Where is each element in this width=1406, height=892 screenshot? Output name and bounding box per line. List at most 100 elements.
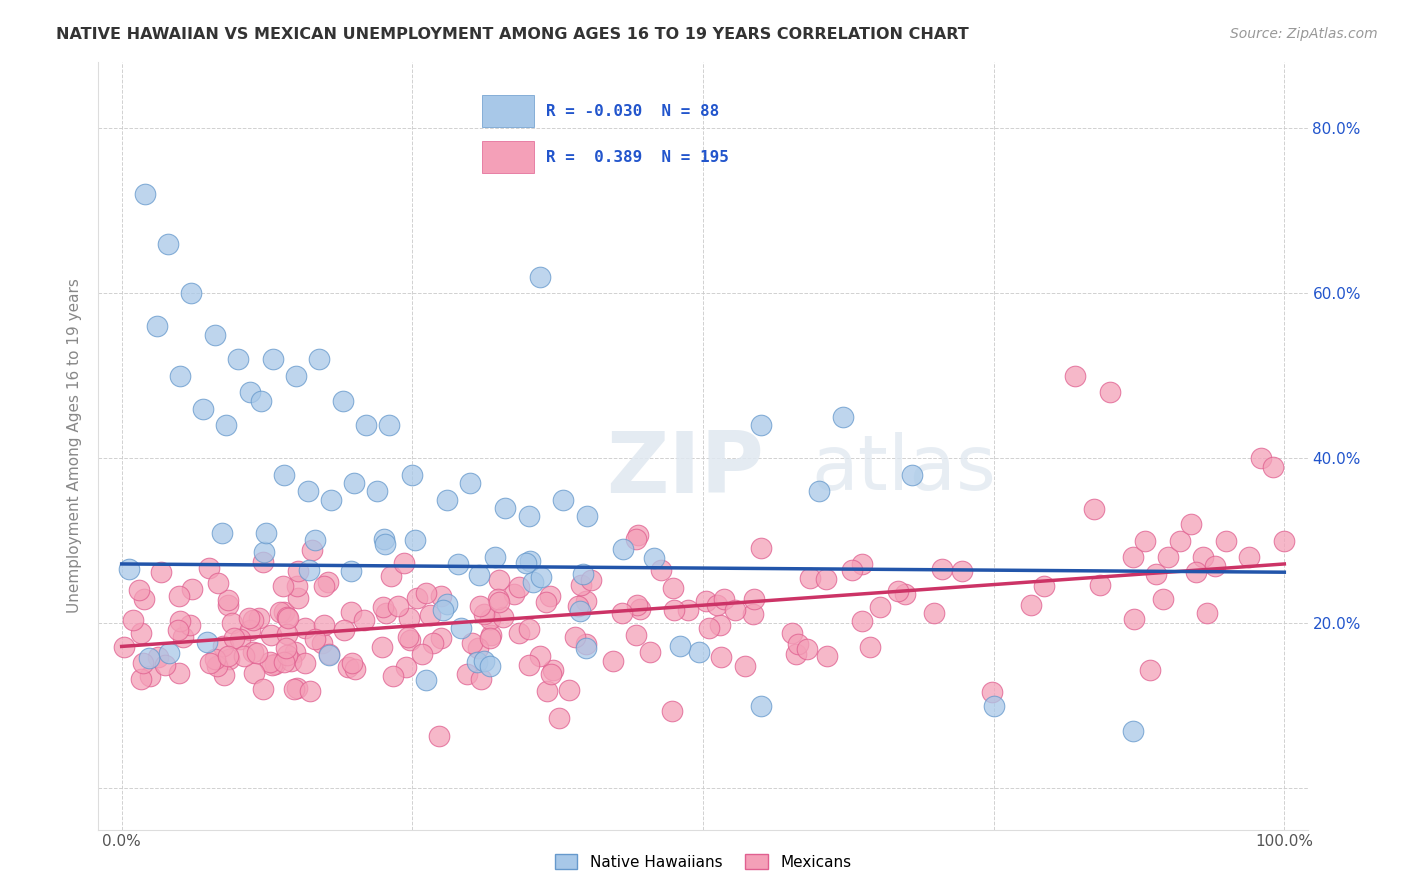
Point — [167, 666, 190, 681]
Point — [381, 669, 404, 683]
Point — [1122, 550, 1144, 565]
Point — [217, 648, 239, 663]
Point — [149, 566, 172, 580]
Point — [419, 607, 441, 622]
Point — [522, 574, 544, 589]
Point — [1215, 533, 1237, 548]
Point — [851, 614, 873, 628]
Point — [378, 418, 401, 433]
Point — [742, 591, 765, 606]
Point — [1204, 558, 1226, 573]
Point — [353, 613, 375, 627]
Point — [831, 410, 853, 425]
Point — [131, 626, 153, 640]
Point — [198, 561, 221, 575]
Point — [465, 655, 488, 669]
Point — [572, 566, 595, 581]
Point — [638, 645, 661, 659]
Point — [484, 550, 506, 565]
Point — [277, 611, 299, 625]
Point — [1088, 578, 1111, 592]
Point — [467, 640, 489, 655]
Point — [337, 660, 360, 674]
Point — [247, 611, 270, 625]
Point — [274, 640, 297, 655]
Point — [486, 592, 509, 607]
Point — [207, 575, 229, 590]
Point — [221, 615, 243, 630]
Point — [749, 541, 772, 556]
Point — [568, 603, 591, 617]
Point — [472, 607, 495, 621]
Point — [950, 564, 973, 578]
Point — [460, 476, 482, 491]
Point — [339, 605, 361, 619]
Point — [799, 570, 821, 584]
Point — [602, 654, 624, 668]
Point — [699, 621, 721, 635]
Point — [283, 645, 305, 659]
Point — [298, 684, 321, 698]
Point — [470, 672, 492, 686]
Point — [195, 635, 218, 649]
Point — [204, 327, 226, 342]
Point — [301, 542, 323, 557]
Point — [447, 557, 470, 571]
Point — [406, 591, 429, 605]
Point — [785, 648, 807, 662]
Point — [411, 647, 433, 661]
Point — [271, 579, 294, 593]
Point — [503, 587, 526, 601]
Point — [430, 631, 453, 645]
Point — [264, 657, 287, 671]
Point — [661, 581, 683, 595]
Point — [1157, 550, 1180, 565]
Point — [139, 669, 162, 683]
Point — [319, 492, 342, 507]
Point — [1180, 517, 1202, 532]
Point — [246, 646, 269, 660]
Point — [262, 658, 284, 673]
Point — [571, 578, 593, 592]
Point — [226, 352, 249, 367]
Point — [427, 730, 450, 744]
Point — [238, 623, 260, 637]
Point — [333, 623, 356, 637]
Point — [285, 579, 308, 593]
Point — [242, 666, 264, 681]
Point — [575, 637, 598, 651]
Point — [859, 640, 882, 655]
Point — [344, 662, 367, 676]
Point — [529, 269, 551, 284]
Point — [239, 385, 262, 400]
Point — [529, 649, 551, 664]
Point — [1133, 533, 1156, 548]
Point — [169, 589, 191, 603]
Point — [128, 583, 150, 598]
Point — [392, 556, 415, 570]
Point — [1064, 368, 1087, 383]
Point — [624, 628, 647, 642]
Point — [676, 603, 699, 617]
Point — [710, 650, 733, 665]
Point — [354, 418, 377, 433]
Point — [283, 681, 305, 696]
Point — [567, 599, 589, 614]
Point — [814, 572, 837, 586]
Point — [564, 630, 586, 644]
Point — [575, 509, 598, 524]
Point — [287, 591, 309, 606]
Point — [145, 319, 167, 334]
Point — [172, 631, 194, 645]
Point — [211, 525, 233, 540]
Point — [808, 484, 831, 499]
Point — [436, 597, 458, 611]
Point — [222, 631, 245, 645]
Point — [318, 648, 340, 663]
Point — [129, 672, 152, 686]
Point — [787, 637, 810, 651]
Point — [534, 595, 557, 609]
Point — [1122, 612, 1144, 626]
Point — [429, 589, 451, 603]
Point — [304, 533, 326, 547]
